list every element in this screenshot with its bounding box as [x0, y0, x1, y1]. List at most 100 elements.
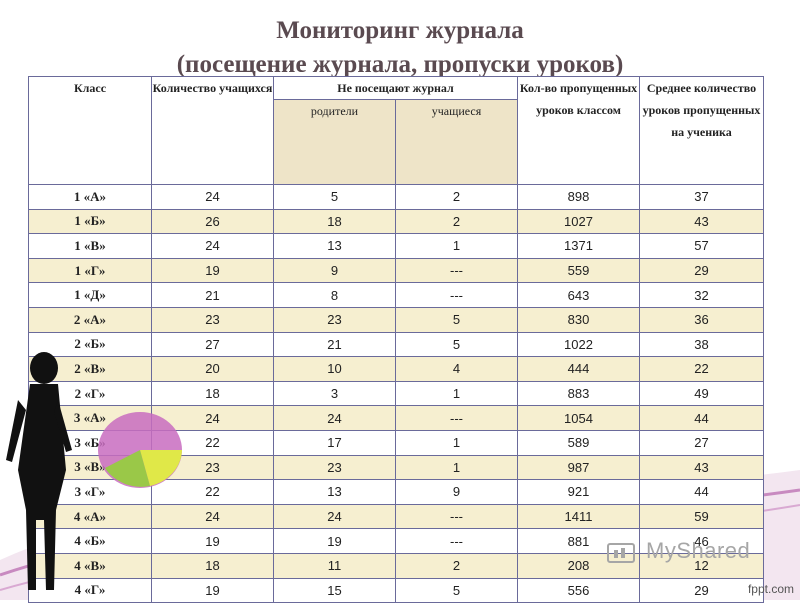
- cell-missed: 556: [517, 577, 641, 603]
- cell-parents: 8: [273, 282, 396, 308]
- cell-count: 18: [151, 380, 274, 407]
- cell-count: 19: [151, 577, 274, 603]
- cell-class: 1 «Б»: [28, 208, 152, 235]
- cell-parents: 24: [273, 503, 396, 530]
- cell-count: 24: [151, 233, 274, 259]
- cell-avg: 44: [639, 479, 765, 505]
- cell-class: 1 «Д»: [28, 282, 152, 308]
- cell-missed: 1027: [517, 208, 641, 235]
- cell-missed: 883: [517, 380, 641, 407]
- table-row: 1 «Д» 21 8 --- 643 32: [28, 282, 765, 308]
- header-class: Класс: [28, 76, 152, 185]
- table-row: 4 «В» 18 11 2 208 12: [28, 552, 765, 579]
- cell-students: 1: [394, 429, 519, 456]
- cell-missed: 987: [517, 454, 641, 481]
- cell-avg: 36: [639, 306, 765, 333]
- cell-students: 1: [394, 380, 519, 407]
- cell-missed: 1054: [517, 405, 641, 431]
- cell-students: 1: [394, 454, 519, 481]
- header-avg-missed: Среднее количество уроков пропущенных на…: [639, 76, 765, 185]
- cell-avg: 46: [639, 528, 765, 554]
- cell-parents: 11: [273, 552, 396, 579]
- cell-avg: 37: [639, 184, 765, 210]
- table-row: 2 «А» 23 23 5 830 36: [28, 306, 765, 333]
- cell-students: 2: [394, 184, 519, 210]
- cell-parents: 19: [273, 528, 396, 554]
- cell-parents: 13: [273, 233, 396, 259]
- header-students-count: Количество учащихся: [151, 76, 274, 185]
- footer-site: fppt.com: [747, 582, 794, 596]
- cell-class: 1 «В»: [28, 233, 152, 259]
- cell-avg: 38: [639, 331, 765, 358]
- cell-parents: 24: [273, 405, 396, 431]
- cell-missed: 1371: [517, 233, 641, 259]
- cell-parents: 9: [273, 257, 396, 284]
- table-row: 1 «В» 24 13 1 1371 57: [28, 233, 765, 259]
- cell-parents: 13: [273, 479, 396, 505]
- cell-parents: 18: [273, 208, 396, 235]
- cell-students: ---: [394, 405, 519, 431]
- table-body: 1 «А» 24 5 2 898 37 1 «Б» 26 18 2 1027 43 1 «В» 24 13 1…: [28, 184, 765, 603]
- cell-class: 2 «Б»: [28, 331, 152, 358]
- cell-avg: 29: [639, 257, 765, 284]
- cell-students: 2: [394, 208, 519, 235]
- cell-count: 26: [151, 208, 274, 235]
- cell-avg: 29: [639, 577, 765, 603]
- cell-avg: 27: [639, 429, 765, 456]
- cell-students: 1: [394, 233, 519, 259]
- cell-avg: 49: [639, 380, 765, 407]
- cell-students: ---: [394, 528, 519, 554]
- cell-class: 2 «А»: [28, 306, 152, 333]
- cell-students: ---: [394, 503, 519, 530]
- cell-students: ---: [394, 257, 519, 284]
- cell-missed: 898: [517, 184, 641, 210]
- cell-count: 24: [151, 184, 274, 210]
- table-row: 1 «Г» 19 9 --- 559 29: [28, 257, 765, 284]
- cell-parents: 23: [273, 454, 396, 481]
- table-row: 2 «Б» 27 21 5 1022 38: [28, 331, 765, 358]
- cell-parents: 5: [273, 184, 396, 210]
- cell-avg: 44: [639, 405, 765, 431]
- cell-parents: 17: [273, 429, 396, 456]
- table-row: 1 «Б» 26 18 2 1027 43: [28, 208, 765, 235]
- table-row: 3 «Г» 22 13 9 921 44: [28, 479, 765, 505]
- cell-count: 23: [151, 306, 274, 333]
- cell-avg: 43: [639, 454, 765, 481]
- cell-count: 18: [151, 552, 274, 579]
- table-row: 4 «Б» 19 19 --- 881 46: [28, 528, 765, 554]
- header-not-visit: Не посещают журнал: [272, 76, 519, 100]
- cell-count: 19: [151, 257, 274, 284]
- cell-parents: 3: [273, 380, 396, 407]
- cell-count: 21: [151, 282, 274, 308]
- cell-parents: 15: [273, 577, 396, 603]
- cell-students: 4: [394, 356, 519, 382]
- cell-students: 5: [394, 331, 519, 358]
- cell-missed: 589: [517, 429, 641, 456]
- header-students: учащиеся: [394, 99, 519, 185]
- title-line-1: Мониторинг журнала: [276, 17, 524, 44]
- cell-avg: 43: [639, 208, 765, 235]
- cell-students: 5: [394, 577, 519, 603]
- cell-avg: 22: [639, 356, 765, 382]
- header-missed-total: Кол-во пропущенных уроков классом: [517, 76, 641, 185]
- table-row: 1 «А» 24 5 2 898 37: [28, 184, 765, 210]
- cell-class: 1 «Г»: [28, 257, 152, 284]
- myshared-logo-icon: [607, 543, 635, 563]
- title-line-2: (посещение журнала, пропуски уроков): [176, 51, 624, 78]
- cell-missed: 444: [517, 356, 641, 382]
- cell-avg: 12: [639, 552, 765, 579]
- page-title: Мониторинг журнала (посещение журнала, п…: [0, 14, 800, 82]
- cell-missed: 1411: [517, 503, 641, 530]
- cell-count: 22: [151, 479, 274, 505]
- cell-students: 5: [394, 306, 519, 333]
- cell-students: 2: [394, 552, 519, 579]
- businesswoman-clipart: [6, 352, 182, 590]
- header-parents: родители: [273, 99, 396, 185]
- cell-parents: 23: [273, 306, 396, 333]
- cell-missed: 643: [517, 282, 641, 308]
- cell-avg: 59: [639, 503, 765, 530]
- cell-avg: 57: [639, 233, 765, 259]
- cell-students: 9: [394, 479, 519, 505]
- cell-parents: 10: [273, 356, 396, 382]
- cell-class: 1 «А»: [28, 184, 152, 210]
